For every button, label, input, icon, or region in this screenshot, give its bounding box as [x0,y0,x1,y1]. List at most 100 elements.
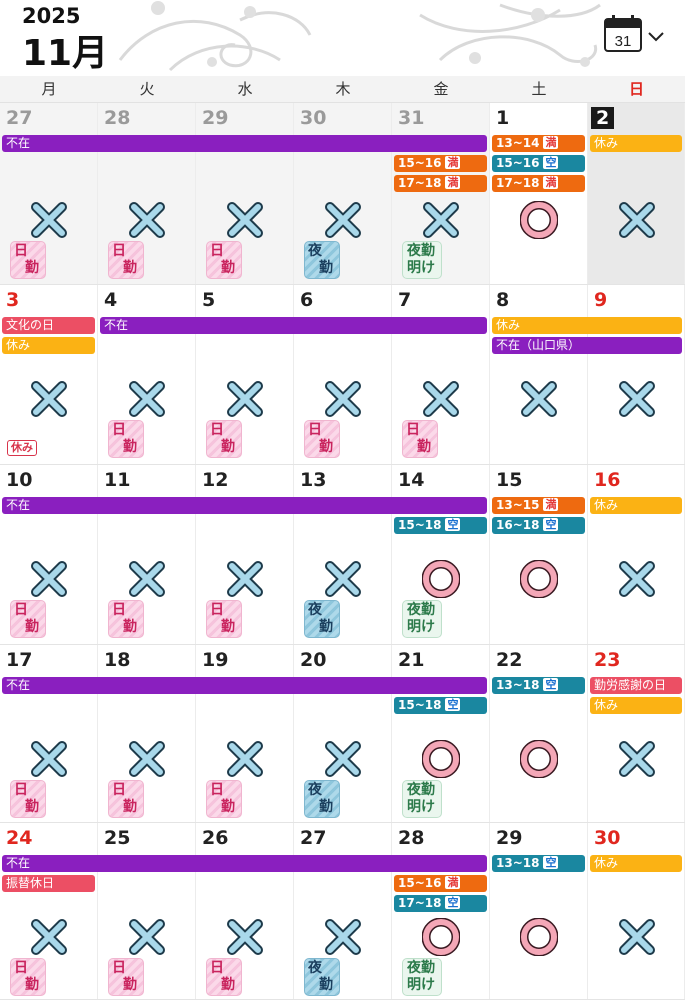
day-cell[interactable]: 30 [588,823,685,999]
event-bar[interactable]: 16~18 空 [492,517,585,534]
event-bar[interactable]: 不在 [2,135,487,152]
event-bar[interactable]: 休み [590,497,682,514]
event-bar[interactable]: 休み [2,337,95,354]
day-cell[interactable]: 22 [490,645,588,822]
day-cell[interactable]: 15 [490,465,588,644]
day-cell[interactable]: 4 日勤 [98,285,196,464]
event-bar[interactable]: 13~18 空 [492,855,585,872]
day-cell[interactable]: 12 日勤 [196,465,294,644]
unavailable-x-icon [325,561,361,597]
day-cell[interactable]: 6 日勤 [294,285,392,464]
day-cell[interactable]: 27 夜勤 [294,823,392,999]
shift-stamp-night: 夜勤 [304,241,340,279]
unavailable-x-icon [227,561,263,597]
weekday-header: 月 火 水 木 金 土 日 [0,76,685,103]
day-number: 11 [104,469,131,491]
calendar-picker-button[interactable]: 31 [603,15,667,55]
day-cell[interactable]: 25 日勤 [98,823,196,999]
day-cell[interactable]: 17 日勤 [0,645,98,822]
event-bar[interactable]: 不在（山口県） [492,337,682,354]
day-cell[interactable]: 20 夜勤 [294,645,392,822]
day-number: 5 [202,289,216,311]
event-bar[interactable]: 15~16 満 [394,875,487,892]
day-cell[interactable]: 19 日勤 [196,645,294,822]
available-circle-icon [422,740,460,778]
shift-stamp-day: 日勤 [108,958,144,996]
day-cell[interactable]: 27 日勤 [0,103,98,284]
day-cell[interactable]: 29 [490,823,588,999]
event-bar[interactable]: 勤労感謝の日 [590,677,682,694]
day-cell[interactable]: 23 [588,645,685,822]
day-cell[interactable]: 28 夜勤 明け [392,823,490,999]
shift-stamp-line: 勤 [123,977,137,993]
event-bar[interactable]: 休み [590,697,682,714]
day-cell[interactable]: 16 [588,465,685,644]
calendar-week: 17 日勤 18 日勤 19 日勤 20 夜勤 21 夜勤 明け 22 23 不在 13~18 空勤労感謝の日… [0,645,685,823]
unavailable-x-icon [31,202,67,238]
event-bar[interactable]: 不在 [2,677,487,694]
day-number: 25 [104,827,131,849]
day-cell[interactable]: 8 [490,285,588,464]
day-cell[interactable]: 21 夜勤 明け [392,645,490,822]
shift-stamp-line: 夜勤 [407,243,435,259]
shift-stamp-day: 日勤 [304,420,340,458]
day-number: 24 [6,827,33,849]
event-bar[interactable]: 不在 [100,317,487,334]
event-bar[interactable]: 15~18 空 [394,697,487,714]
shift-stamp-night: 夜勤 [304,780,340,818]
shift-stamp-night: 夜勤 [304,958,340,996]
shift-stamp-day: 日勤 [10,241,46,279]
day-cell[interactable]: 1 [490,103,588,284]
event-bar[interactable]: 不在 [2,497,487,514]
day-cell[interactable]: 5 日勤 [196,285,294,464]
event-bar[interactable]: 13~18 空 [492,677,585,694]
day-cell[interactable]: 3 休み [0,285,98,464]
day-number: 1 [496,107,510,129]
day-cell[interactable]: 9 [588,285,685,464]
event-label: 休み [594,698,619,712]
event-bar[interactable]: 文化の日 [2,317,95,334]
event-bar[interactable]: 17~18 満 [394,175,487,192]
day-number: 3 [6,289,20,311]
day-number: 27 [300,827,327,849]
event-label: 休み [594,136,619,150]
day-cell[interactable]: 30 夜勤 [294,103,392,284]
day-cell[interactable]: 10 日勤 [0,465,98,644]
event-bar[interactable]: 13~15 満 [492,497,585,514]
event-bar[interactable]: 休み [492,317,682,334]
event-bar[interactable]: 休み [590,135,682,152]
event-bar[interactable]: 13~14 満 [492,135,585,152]
day-cell[interactable]: 7 日勤 [392,285,490,464]
event-label: 15~16 [398,876,442,890]
event-bar[interactable]: 15~16 満 [394,155,487,172]
day-cell[interactable]: 24 日勤 [0,823,98,999]
event-label: 17~18 [398,176,442,190]
day-cell[interactable]: 28 日勤 [98,103,196,284]
day-cell[interactable]: 29 日勤 [196,103,294,284]
day-cell[interactable]: 18 日勤 [98,645,196,822]
unavailable-x-icon [618,741,655,777]
shift-stamp-line: 日 [112,243,126,259]
event-bar[interactable]: 休み [590,855,682,872]
day-cell[interactable]: 11 日勤 [98,465,196,644]
event-label: 13~14 [496,136,540,150]
shift-stamp-line: 日 [210,960,224,976]
event-bar[interactable]: 15~18 空 [394,517,487,534]
day-cell[interactable]: 2 [588,103,685,284]
event-bar[interactable]: 17~18 満 [492,175,585,192]
unavailable-x-icon [618,919,655,955]
event-bar[interactable]: 17~18 空 [394,895,487,912]
day-cell[interactable]: 13 夜勤 [294,465,392,644]
slot-status-badge: 満 [445,156,461,169]
shift-stamp-line: 勤 [25,977,39,993]
slot-status-badge: 空 [445,896,461,909]
weekday-wed: 水 [237,80,253,98]
event-bar[interactable]: 不在 [2,855,487,872]
event-bar[interactable]: 振替休日 [2,875,95,892]
day-cell[interactable]: 26 日勤 [196,823,294,999]
day-cell[interactable]: 31 夜勤 明け [392,103,490,284]
shift-stamp-line: 日 [210,602,224,618]
unavailable-x-icon [227,741,263,777]
event-bar[interactable]: 15~16 空 [492,155,585,172]
day-cell[interactable]: 14 夜勤 明け [392,465,490,644]
